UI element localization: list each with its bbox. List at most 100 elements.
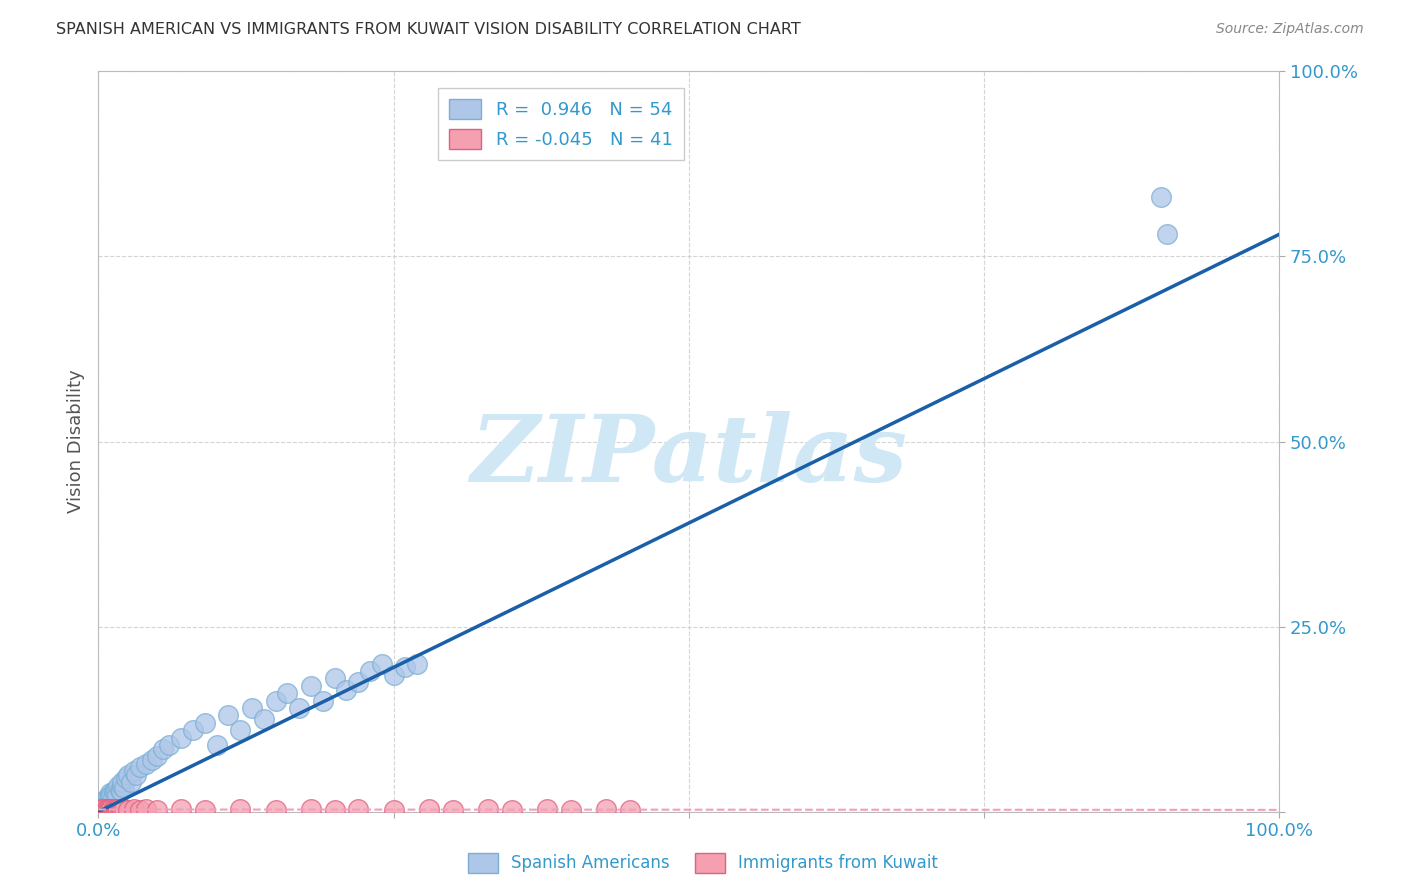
Point xyxy=(96,802,118,816)
Point xyxy=(253,712,276,726)
Point xyxy=(128,760,150,774)
Point xyxy=(97,803,120,817)
Text: SPANISH AMERICAN VS IMMIGRANTS FROM KUWAIT VISION DISABILITY CORRELATION CHART: SPANISH AMERICAN VS IMMIGRANTS FROM KUWA… xyxy=(56,22,801,37)
Point xyxy=(477,803,499,817)
Point xyxy=(96,791,118,805)
Point xyxy=(441,803,464,817)
Point xyxy=(112,780,135,795)
Point xyxy=(157,738,180,752)
Point xyxy=(501,803,523,817)
Text: Source: ZipAtlas.com: Source: ZipAtlas.com xyxy=(1216,22,1364,37)
Point xyxy=(108,803,131,817)
Legend: Spanish Americans, Immigrants from Kuwait: Spanish Americans, Immigrants from Kuwai… xyxy=(461,847,945,880)
Point xyxy=(101,789,124,804)
Point xyxy=(108,782,131,797)
Point xyxy=(103,802,125,816)
Point xyxy=(229,803,252,817)
Point xyxy=(117,767,139,781)
Point xyxy=(276,686,298,700)
Point xyxy=(560,803,582,817)
Point xyxy=(217,708,239,723)
Point xyxy=(371,657,394,671)
Point xyxy=(152,741,174,756)
Point xyxy=(229,723,252,738)
Point xyxy=(536,803,558,817)
Point xyxy=(111,802,134,816)
Point xyxy=(240,701,263,715)
Point xyxy=(98,791,121,805)
Point xyxy=(98,794,121,808)
Point xyxy=(323,672,346,686)
Point xyxy=(323,803,346,817)
Point xyxy=(112,803,135,817)
Point xyxy=(194,715,217,730)
Point xyxy=(98,802,121,816)
Point xyxy=(181,723,204,738)
Point xyxy=(394,660,416,674)
Text: ZIPatlas: ZIPatlas xyxy=(471,411,907,501)
Point xyxy=(104,786,127,800)
Point xyxy=(105,782,128,797)
Point xyxy=(114,772,136,786)
Legend: R =  0.946   N = 54, R = -0.045   N = 41: R = 0.946 N = 54, R = -0.045 N = 41 xyxy=(439,87,683,161)
Point xyxy=(110,803,132,817)
Point xyxy=(299,679,322,693)
Point xyxy=(90,803,112,817)
Point xyxy=(382,667,405,681)
Point xyxy=(347,675,370,690)
Point xyxy=(595,803,617,817)
Point xyxy=(94,796,117,810)
Point xyxy=(105,789,128,803)
Point xyxy=(1150,190,1173,204)
Point xyxy=(107,803,129,817)
Point xyxy=(170,731,193,745)
Point xyxy=(141,753,163,767)
Point xyxy=(264,694,287,708)
Point xyxy=(107,779,129,793)
Point xyxy=(111,779,134,793)
Point xyxy=(406,657,429,671)
Y-axis label: Vision Disability: Vision Disability xyxy=(66,369,84,514)
Point xyxy=(382,803,405,817)
Point xyxy=(312,694,335,708)
Point xyxy=(94,803,117,817)
Point xyxy=(299,803,322,817)
Point xyxy=(117,803,139,817)
Point xyxy=(97,789,120,804)
Point xyxy=(93,794,115,808)
Point xyxy=(128,803,150,817)
Point xyxy=(93,803,115,817)
Point xyxy=(146,749,169,764)
Point xyxy=(335,682,357,697)
Point xyxy=(100,803,122,817)
Point xyxy=(288,701,311,715)
Point xyxy=(194,803,217,817)
Point xyxy=(146,803,169,817)
Point xyxy=(122,764,145,778)
Point xyxy=(264,803,287,817)
Point xyxy=(418,803,440,817)
Point xyxy=(205,738,228,752)
Point xyxy=(91,797,114,812)
Point xyxy=(103,784,125,798)
Point xyxy=(170,803,193,817)
Point xyxy=(98,803,121,817)
Point xyxy=(98,786,121,800)
Point xyxy=(135,756,157,771)
Point xyxy=(121,775,143,789)
Point xyxy=(347,803,370,817)
Point xyxy=(91,802,114,816)
Point xyxy=(619,803,641,817)
Point xyxy=(91,803,114,817)
Point xyxy=(104,803,127,817)
Point xyxy=(122,803,145,817)
Point xyxy=(1156,227,1178,242)
Point xyxy=(135,803,157,817)
Point xyxy=(111,775,134,789)
Point xyxy=(101,803,124,817)
Point xyxy=(105,802,128,816)
Point xyxy=(125,767,148,781)
Point xyxy=(110,784,132,798)
Point xyxy=(100,789,122,803)
Point xyxy=(105,803,128,817)
